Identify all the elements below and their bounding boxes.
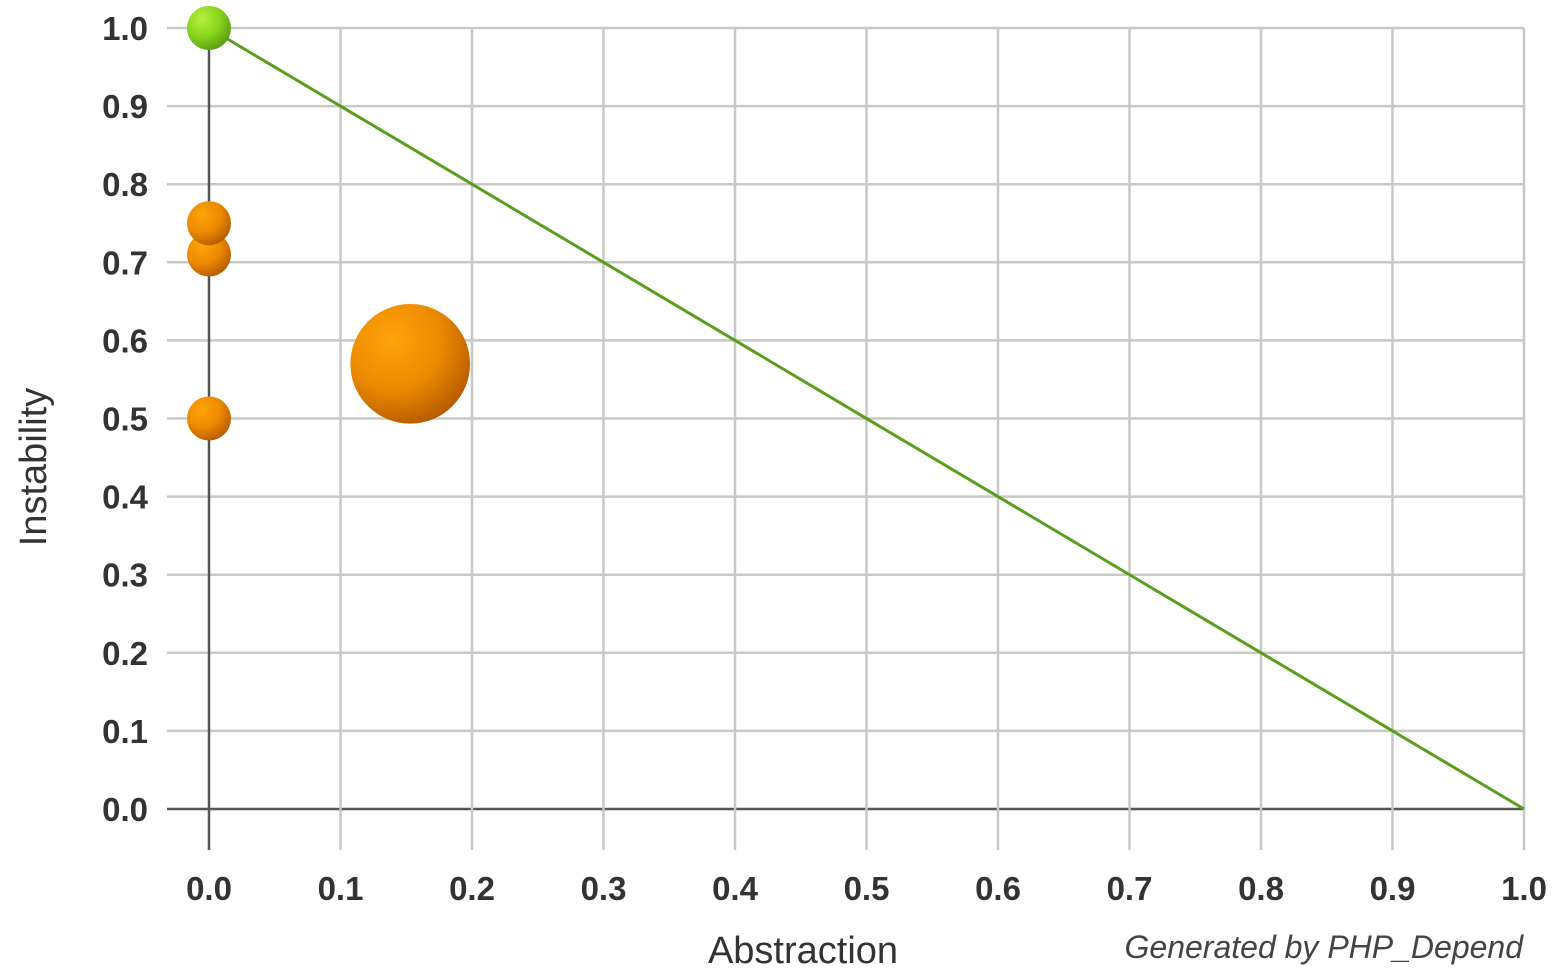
- x-tick-label: 0.0: [186, 870, 232, 907]
- x-axis-title: Abstraction: [708, 930, 898, 972]
- x-tick-label: 0.8: [1238, 870, 1284, 907]
- main-sequence-line: [208, 26, 1525, 811]
- main-sequence: [208, 26, 1525, 811]
- y-tick-label: 0.3: [102, 557, 148, 594]
- y-tick-label: 0.0: [102, 791, 148, 828]
- grid: [167, 26, 1526, 850]
- x-tick-label: 0.1: [318, 870, 364, 907]
- x-tick-label: 0.2: [449, 870, 495, 907]
- y-tick-label: 1.0: [102, 10, 148, 47]
- x-tick-label: 0.7: [1107, 870, 1153, 907]
- package-point-orange: [187, 396, 231, 441]
- package-point-green: [187, 6, 231, 50]
- package-point-orange: [350, 304, 471, 424]
- x-tick-label: 1.0: [1501, 870, 1547, 907]
- y-tick-label: 0.8: [102, 166, 148, 203]
- y-tick-label: 0.4: [102, 479, 149, 516]
- y-tick-label: 0.9: [102, 88, 148, 125]
- y-tick-label: 0.7: [102, 244, 148, 281]
- x-tick-label: 0.6: [975, 870, 1021, 907]
- x-tick-label: 0.9: [1370, 870, 1416, 907]
- y-tick-label: 0.6: [102, 322, 148, 359]
- data-points: [187, 6, 471, 441]
- y-tick-label: 0.1: [102, 713, 148, 750]
- x-tick-label: 0.4: [712, 870, 759, 907]
- y-tick-label: 0.5: [102, 401, 148, 438]
- package-point-orange: [187, 201, 231, 246]
- credit-text: Generated by PHP_Depend: [1125, 929, 1525, 965]
- x-tick-label: 0.3: [581, 870, 627, 907]
- y-tick-label: 0.2: [102, 635, 148, 672]
- y-tick-labels: 0.0 0.1 0.2 0.3 0.4 0.5 0.6 0.7 0.8 0.9 1.0: [102, 10, 149, 828]
- package-point-orange: [187, 232, 231, 277]
- x-tick-label: 0.5: [844, 870, 890, 907]
- x-tick-labels: 0.0 0.1 0.2 0.3 0.4 0.5 0.6 0.7 0.8 0.9 1.0: [186, 870, 1547, 907]
- y-axis-title: Instability: [13, 388, 55, 546]
